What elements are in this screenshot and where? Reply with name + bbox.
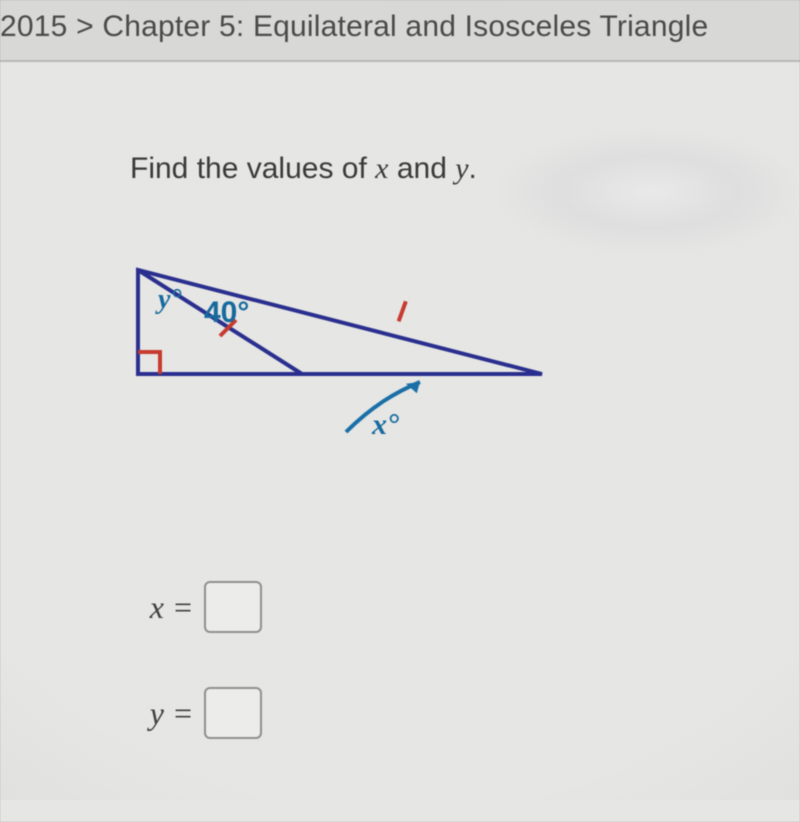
prompt-prefix: Find the values of	[130, 152, 375, 185]
prompt-suffix: .	[469, 152, 477, 185]
prompt-var-x: x	[375, 152, 388, 185]
prompt-var-y: y	[455, 152, 468, 185]
label-y: y°	[155, 284, 182, 315]
answer-row-x: x =	[136, 581, 800, 633]
equals-sign: =	[174, 695, 192, 732]
right-angle-marker	[138, 352, 160, 374]
triangle-figure: y° 40° x°	[124, 256, 800, 461]
outer-triangle	[138, 270, 542, 374]
tick-mark-2	[392, 301, 412, 321]
y-input[interactable]	[204, 687, 262, 739]
equals-sign: =	[174, 589, 192, 626]
answer-block: x = y =	[136, 581, 800, 739]
answer-var-y: y	[136, 695, 164, 732]
answer-row-y: y =	[136, 687, 800, 739]
breadcrumb: 2015 > Chapter 5: Equilateral and Isosce…	[0, 0, 800, 62]
prompt-mid: and	[388, 152, 455, 185]
answer-var-x: x	[136, 589, 164, 626]
question-prompt: Find the values of x and y.	[130, 152, 800, 186]
problem-panel: Find the values of x and y. y°	[0, 62, 800, 822]
x-input[interactable]	[204, 581, 262, 633]
label-x: x°	[371, 408, 399, 441]
triangle-svg: y° 40° x°	[124, 256, 564, 456]
label-40: 40°	[204, 296, 249, 329]
